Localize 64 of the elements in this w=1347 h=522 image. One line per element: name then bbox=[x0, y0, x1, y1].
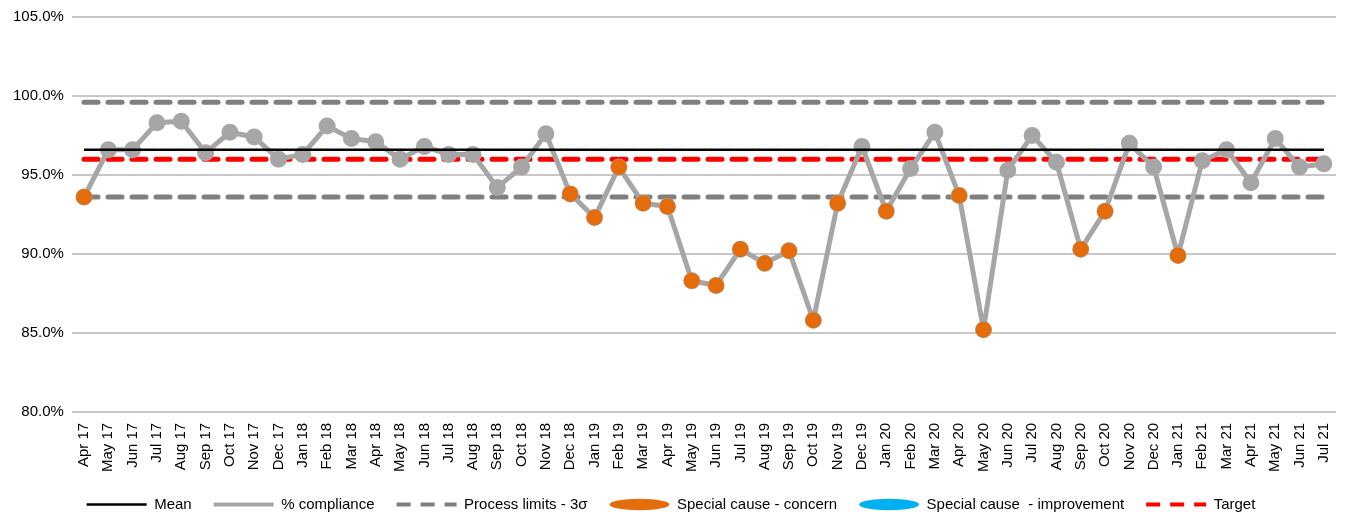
y-tick-label: 85.0% bbox=[21, 322, 64, 340]
y-tick-label: 80.0% bbox=[21, 401, 64, 419]
x-tick-label: Apr 18 bbox=[365, 422, 383, 468]
x-tick-label: Oct 20 bbox=[1095, 422, 1113, 467]
x-tick-label: Apr 20 bbox=[949, 422, 967, 468]
x-tick-label: Aug 18 bbox=[463, 422, 481, 471]
x-tick-label: Jul 17 bbox=[147, 422, 165, 463]
x-tick-label: Mar 21 bbox=[1216, 422, 1234, 470]
x-tick-label: Aug 19 bbox=[754, 422, 772, 471]
x-tick-label: Mar 18 bbox=[341, 422, 359, 470]
legend-label: Special cause - improvement bbox=[926, 494, 1125, 512]
x-tick-label: May 17 bbox=[98, 422, 116, 473]
x-tick-label: Feb 19 bbox=[608, 422, 626, 470]
x-tick-label: Nov 20 bbox=[1119, 422, 1137, 471]
x-tick-label: Aug 17 bbox=[171, 422, 189, 471]
x-tick-label: Mar 20 bbox=[925, 422, 943, 470]
y-tick-label: 90.0% bbox=[21, 244, 64, 262]
x-tick-label: Jul 20 bbox=[1022, 422, 1040, 463]
x-tick-label: Sep 20 bbox=[1070, 422, 1088, 471]
x-tick-label: Sep 17 bbox=[195, 422, 213, 471]
x-tick-label: Sep 19 bbox=[779, 422, 797, 471]
x-tick-label: Jan 19 bbox=[584, 422, 602, 468]
x-tick-label: Oct 17 bbox=[220, 422, 238, 467]
x-tick-label: Apr 21 bbox=[1241, 422, 1259, 468]
x-tick-label: Jun 21 bbox=[1289, 422, 1307, 468]
x-tick-label: Jan 21 bbox=[1168, 422, 1186, 468]
x-tick-label: Nov 17 bbox=[244, 422, 262, 471]
y-tick-label: 105.0% bbox=[13, 7, 64, 25]
x-tick-label: Jun 17 bbox=[122, 422, 140, 468]
x-tick-label: May 19 bbox=[681, 422, 699, 473]
x-tick-label: Jun 19 bbox=[706, 422, 724, 468]
x-tick-label: Jun 18 bbox=[414, 422, 432, 468]
x-tick-label: Dec 19 bbox=[852, 422, 870, 471]
x-tick-label: Oct 19 bbox=[803, 422, 821, 467]
y-tick-label: 100.0% bbox=[13, 86, 64, 104]
x-tick-label: Dec 18 bbox=[560, 422, 578, 471]
x-tick-label: Sep 18 bbox=[487, 422, 505, 471]
x-tick-label: Feb 18 bbox=[317, 422, 335, 470]
x-tick-label: Oct 18 bbox=[511, 422, 529, 467]
legend-label: Process limits - 3σ bbox=[464, 494, 589, 512]
x-tick-label: Nov 18 bbox=[536, 422, 554, 471]
legend-label: Mean bbox=[154, 494, 192, 512]
x-tick-label: Jan 20 bbox=[876, 422, 894, 468]
x-tick-label: Mar 19 bbox=[633, 422, 651, 470]
x-tick-label: Apr 17 bbox=[74, 422, 92, 468]
x-tick-label: May 21 bbox=[1265, 422, 1283, 473]
legend-label: % compliance bbox=[281, 494, 375, 512]
x-tick-label: Jun 20 bbox=[997, 422, 1015, 468]
x-tick-label: Jul 18 bbox=[438, 422, 456, 463]
x-tick-label: Apr 19 bbox=[657, 422, 675, 468]
legend-label: Special cause - concern bbox=[676, 494, 838, 512]
x-tick-label: Aug 20 bbox=[1046, 422, 1064, 471]
x-tick-label: Nov 19 bbox=[827, 422, 845, 471]
y-tick-label: 95.0% bbox=[21, 165, 64, 183]
x-tick-label: Feb 20 bbox=[900, 422, 918, 470]
x-tick-label: Jul 21 bbox=[1313, 422, 1331, 463]
x-tick-label: Feb 21 bbox=[1192, 422, 1210, 470]
x-tick-label: Jan 18 bbox=[292, 422, 310, 468]
x-tick-label: May 20 bbox=[973, 422, 991, 473]
legend-label: Target bbox=[1213, 494, 1257, 512]
x-tick-label: Dec 17 bbox=[268, 422, 286, 471]
x-tick-label: Jul 19 bbox=[730, 422, 748, 463]
x-tick-label: May 18 bbox=[390, 422, 408, 473]
x-tick-label: Dec 20 bbox=[1143, 422, 1161, 471]
